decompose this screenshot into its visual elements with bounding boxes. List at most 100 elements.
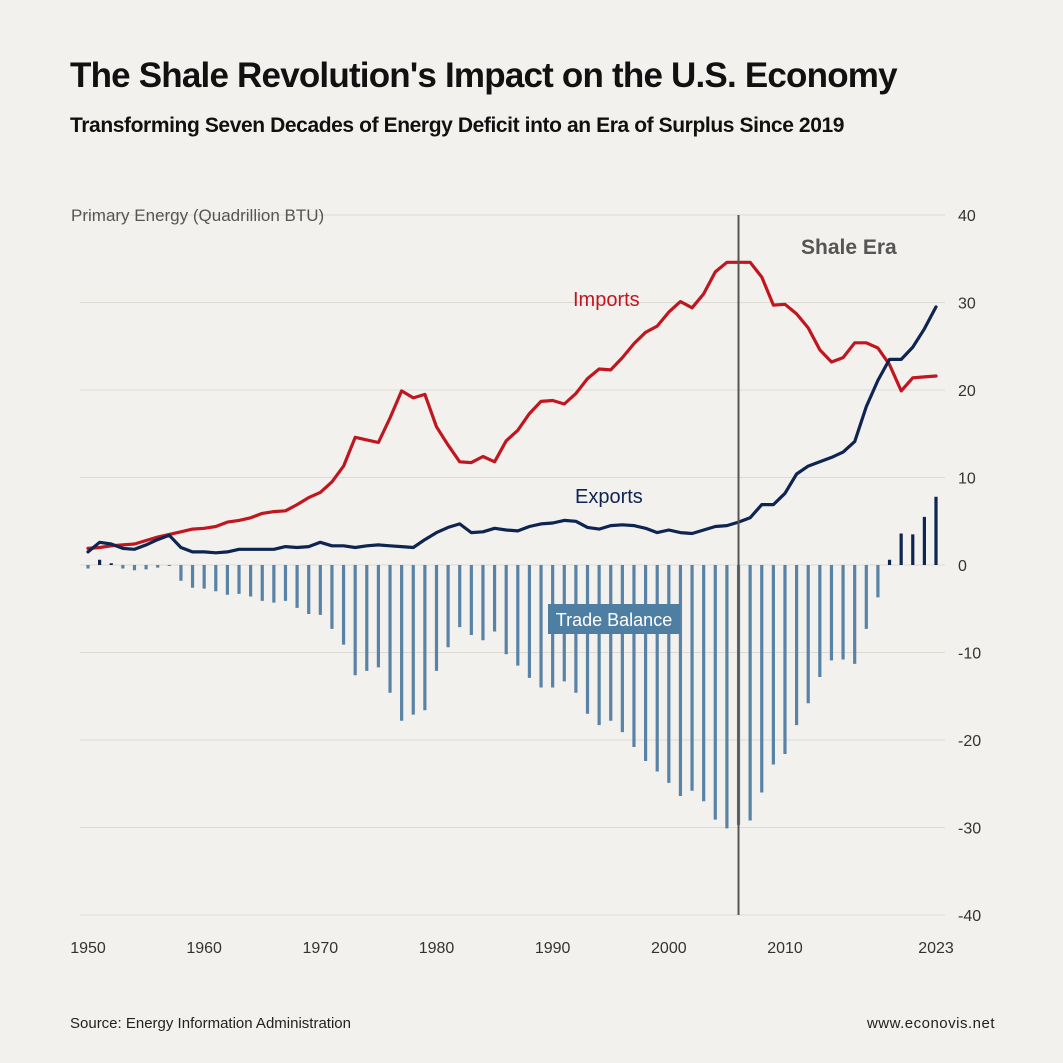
trade-balance-bar [446,565,450,648]
trade-balance-bar [121,565,125,569]
trade-balance-bar [156,565,160,568]
trade-balance-bar [481,565,485,641]
trade-balance-bar [214,565,218,592]
trade-balance-bar [260,565,264,601]
trade-balance-bar [504,565,508,655]
trade-balance-bar [539,565,543,688]
trade-balance-bar [771,565,775,765]
trade-balance-bar [864,565,868,629]
trade-balance-bar [585,565,590,714]
imports-line [86,260,938,550]
trade-balance-bar [702,565,706,802]
trade-balance-bar [388,565,392,693]
trade-balance-bar [365,565,369,671]
trade-balance-bar [783,565,787,754]
trade-balance-bar [748,565,752,821]
trade-balance-bar [876,565,880,598]
trade-balance-bar [725,565,729,829]
x-tick-label: 2010 [767,940,803,957]
trade-balance-bar [841,565,845,660]
trade-balance-bar [86,565,90,569]
x-tick-label: 1960 [186,940,222,957]
exports-line [86,305,938,555]
trade-balance-bar [632,565,636,747]
trade-balance-bar [225,565,229,595]
x-tick-label: 1990 [535,940,571,957]
trade-balance-bar [597,565,601,726]
chart-title: The Shale Revolution's Impact on the U.S… [70,56,898,95]
trade-balance-bar [643,565,648,761]
trade-balance-bar [132,565,137,571]
imports-label: Imports [573,289,640,311]
trade-balance-bar [179,565,183,581]
x-tick-label: 1950 [70,940,106,957]
x-tick-label: 1980 [419,940,455,957]
trade-balance-bar [690,565,694,791]
x-tick-label: 2000 [651,940,687,957]
trade-balance-bar [249,565,253,597]
shale-era-label: Shale Era [801,236,897,259]
y-tick-label: 40 [958,208,976,225]
trade-balance-label: Trade Balance [556,610,672,630]
trade-balance-bar [516,565,520,666]
trade-balance-bar [283,565,288,601]
trade-balance-bar [295,565,299,608]
trade-balance-bar [237,565,241,594]
trade-balance-bar [678,565,683,796]
y-axis-label: Primary Energy (Quadrillion BTU) [71,206,324,225]
trade-balance-bar [922,516,926,565]
y-tick-label: -10 [958,646,981,663]
trade-balance-bar [795,565,799,726]
trade-balance-bar [655,565,659,772]
x-tick-label: 1970 [303,940,339,957]
trade-balance-bar [411,565,415,715]
trade-balance-bar [167,565,171,566]
trade-balance-bar [527,565,532,678]
chart-subtitle: Transforming Seven Decades of Energy Def… [70,114,845,137]
trade-balance-badge [548,604,680,634]
trade-balance-bar [853,565,857,664]
y-tick-label: 0 [958,558,967,575]
y-tick-label: 30 [958,296,976,313]
trade-balance-bar [818,565,822,677]
y-tick-label: 10 [958,471,976,488]
trade-balance-bar [307,565,311,614]
x-tick-label: 2023 [918,940,954,957]
y-tick-label: -30 [958,821,981,838]
trade-balance-bar [202,565,206,589]
trade-balance-bar [144,565,148,570]
trade-balance-bar [760,565,764,793]
y-tick-label: -20 [958,733,981,750]
trade-balance-bar [318,565,322,615]
trade-balance-bar [899,533,903,565]
trade-balance-bar [272,565,276,603]
y-tick-label: -40 [958,908,981,925]
trade-balance-bar [609,565,613,721]
trade-balance-bar [829,565,834,661]
trade-balance-bar [667,565,671,783]
trade-balance-bar [98,559,102,565]
trade-balance-bar [400,565,404,721]
y-tick-label: 20 [958,383,976,400]
trade-balance-bar [434,565,439,671]
trade-balance-bar [353,565,357,676]
trade-balance-bar [330,565,334,629]
trade-balance-bar [492,565,497,632]
trade-balance-bar [887,559,892,565]
trade-balance-bar [934,496,938,565]
trade-balance-bar [458,565,462,628]
trade-balance-bar [911,534,915,565]
trade-balance-bar [806,565,810,704]
trade-balance-bar [109,563,113,565]
trade-balance-bar [423,565,427,711]
trade-balance-bar [341,565,346,645]
trade-balance-bar [469,565,473,635]
trade-balance-bar [190,565,195,588]
trade-balance-bar [713,565,717,820]
source-note: Source: Energy Information Administratio… [70,1015,351,1032]
exports-label: Exports [575,486,643,508]
trade-balance-bar [620,565,624,733]
website-credit: www.econovis.net [866,1015,995,1032]
trade-balance-bar [376,565,381,668]
